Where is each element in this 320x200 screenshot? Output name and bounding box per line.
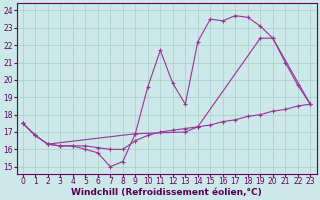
X-axis label: Windchill (Refroidissement éolien,°C): Windchill (Refroidissement éolien,°C) xyxy=(71,188,262,197)
